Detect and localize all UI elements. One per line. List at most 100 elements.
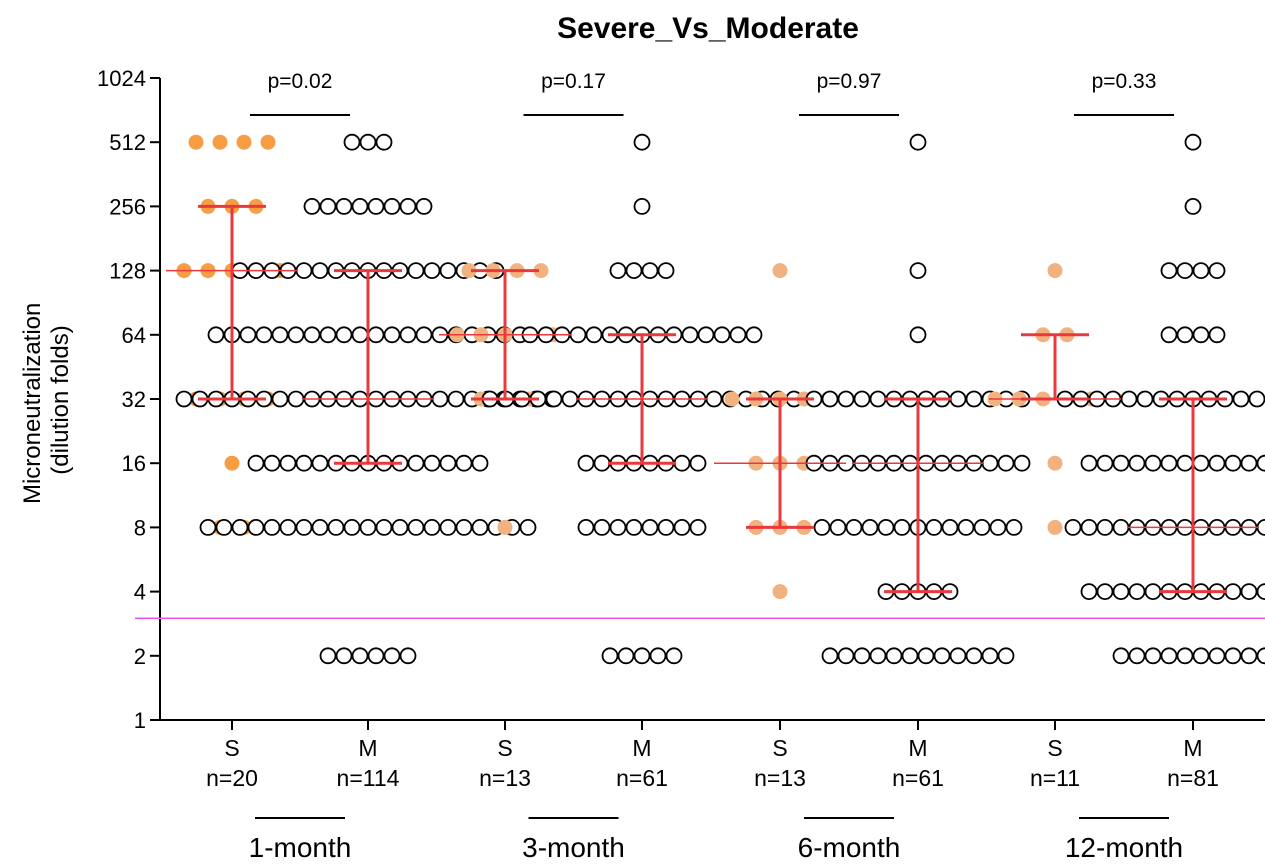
data-point-moderate bbox=[957, 519, 975, 536]
data-point-moderate bbox=[689, 519, 707, 536]
data-point-moderate bbox=[577, 519, 595, 536]
data-point-moderate bbox=[1256, 583, 1265, 600]
data-point-moderate bbox=[705, 390, 723, 408]
group-n-label: n=20 bbox=[206, 765, 258, 791]
data-point-moderate bbox=[455, 519, 473, 536]
data-point-moderate bbox=[965, 647, 983, 665]
data-point-moderate bbox=[1208, 647, 1226, 665]
data-point-moderate bbox=[973, 519, 991, 536]
data-point-severe bbox=[236, 134, 252, 150]
data-point-moderate bbox=[681, 326, 699, 344]
data-point-moderate bbox=[1208, 454, 1226, 472]
data-point-moderate bbox=[1248, 390, 1265, 408]
y-axis-label-line2: (dilution folds) bbox=[47, 325, 74, 474]
data-point-moderate bbox=[609, 519, 627, 536]
data-point-severe bbox=[772, 263, 788, 279]
axes: 1 2 4 8 16 32 64 128 256 512 1024 bbox=[97, 66, 1265, 733]
data-point-moderate bbox=[949, 390, 967, 408]
group-label: M bbox=[632, 735, 651, 761]
data-point-moderate bbox=[199, 519, 217, 536]
data-point-moderate bbox=[609, 262, 627, 280]
data-point-moderate bbox=[1005, 519, 1023, 536]
data-point-moderate bbox=[1120, 390, 1138, 408]
data-point-moderate bbox=[311, 262, 329, 280]
p-value-label: p=0.02 bbox=[268, 70, 333, 93]
data-point-moderate bbox=[1224, 454, 1242, 472]
data-point-moderate bbox=[1112, 647, 1130, 665]
data-point-moderate bbox=[255, 326, 273, 344]
data-point-moderate bbox=[407, 519, 425, 536]
data-point-moderate bbox=[407, 454, 425, 472]
data-point-moderate bbox=[287, 326, 305, 344]
data-point-moderate bbox=[343, 133, 361, 151]
group-label: M bbox=[908, 735, 927, 761]
data-point-moderate bbox=[641, 262, 659, 280]
data-point-moderate bbox=[399, 197, 417, 215]
data-point-moderate bbox=[1232, 390, 1250, 408]
data-point-moderate bbox=[965, 390, 983, 408]
data-point-severe bbox=[188, 134, 204, 150]
data-point-moderate bbox=[569, 326, 587, 344]
data-point-moderate bbox=[207, 326, 225, 344]
data-point-severe bbox=[533, 263, 549, 279]
y-tick-label: 128 bbox=[109, 259, 146, 284]
data-point-moderate bbox=[981, 647, 999, 665]
data-point-moderate bbox=[585, 326, 603, 344]
data-point-severe bbox=[497, 519, 513, 535]
data-point-moderate bbox=[351, 647, 369, 665]
data-point-moderate bbox=[351, 326, 369, 344]
group-n-label: n=81 bbox=[1167, 765, 1219, 791]
y-tick-label: 16 bbox=[122, 451, 146, 476]
data-point-moderate bbox=[1160, 454, 1178, 472]
data-point-moderate bbox=[423, 454, 441, 472]
data-point-moderate bbox=[1160, 326, 1178, 344]
data-point-moderate bbox=[295, 519, 313, 536]
data-point-moderate bbox=[1192, 262, 1210, 280]
data-point-moderate bbox=[729, 326, 747, 344]
data-point-moderate bbox=[909, 262, 927, 280]
data-point-severe bbox=[260, 134, 276, 150]
data-point-moderate bbox=[893, 519, 911, 536]
data-point-moderate bbox=[271, 390, 289, 408]
data-point-moderate bbox=[1256, 647, 1265, 665]
data-point-moderate bbox=[335, 647, 353, 665]
data-point-moderate bbox=[1192, 326, 1210, 344]
data-point-moderate bbox=[1013, 454, 1031, 472]
data-point-moderate bbox=[399, 647, 417, 665]
data-point-moderate bbox=[439, 454, 457, 472]
data-point-severe bbox=[1047, 455, 1063, 471]
data-point-moderate bbox=[239, 326, 257, 344]
data-point-moderate bbox=[247, 454, 265, 472]
data-point-moderate bbox=[673, 519, 691, 536]
data-point-moderate bbox=[383, 647, 401, 665]
data-point-moderate bbox=[949, 647, 967, 665]
data-point-moderate bbox=[1096, 519, 1114, 536]
data-point-moderate bbox=[909, 326, 927, 344]
data-point-moderate bbox=[351, 197, 369, 215]
data-point-moderate bbox=[423, 262, 441, 280]
data-point-moderate bbox=[1160, 647, 1178, 665]
data-point-moderate bbox=[869, 390, 887, 408]
data-point-moderate bbox=[1128, 647, 1146, 665]
data-point-moderate bbox=[415, 326, 433, 344]
data-point-moderate bbox=[1128, 583, 1146, 600]
data-point-moderate bbox=[997, 454, 1015, 472]
data-point-severe bbox=[772, 584, 788, 600]
data-point-severe bbox=[1047, 263, 1063, 279]
group-n-label: n=13 bbox=[754, 765, 806, 791]
data-point-moderate bbox=[593, 519, 611, 536]
data-point-moderate bbox=[311, 454, 329, 472]
data-point-moderate bbox=[1096, 454, 1114, 472]
data-point-moderate bbox=[367, 647, 385, 665]
data-point-moderate bbox=[665, 647, 683, 665]
data-point-severe bbox=[224, 455, 240, 471]
data-point-moderate bbox=[917, 647, 935, 665]
data-point-moderate bbox=[287, 390, 305, 408]
data-point-moderate bbox=[625, 519, 643, 536]
data-point-moderate bbox=[601, 647, 619, 665]
data-point-moderate bbox=[617, 647, 635, 665]
timepoint-label: 12-month bbox=[1065, 832, 1183, 863]
data-point-moderate bbox=[471, 454, 489, 472]
y-tick-label: 1024 bbox=[97, 66, 146, 91]
data-point-moderate bbox=[359, 133, 377, 151]
